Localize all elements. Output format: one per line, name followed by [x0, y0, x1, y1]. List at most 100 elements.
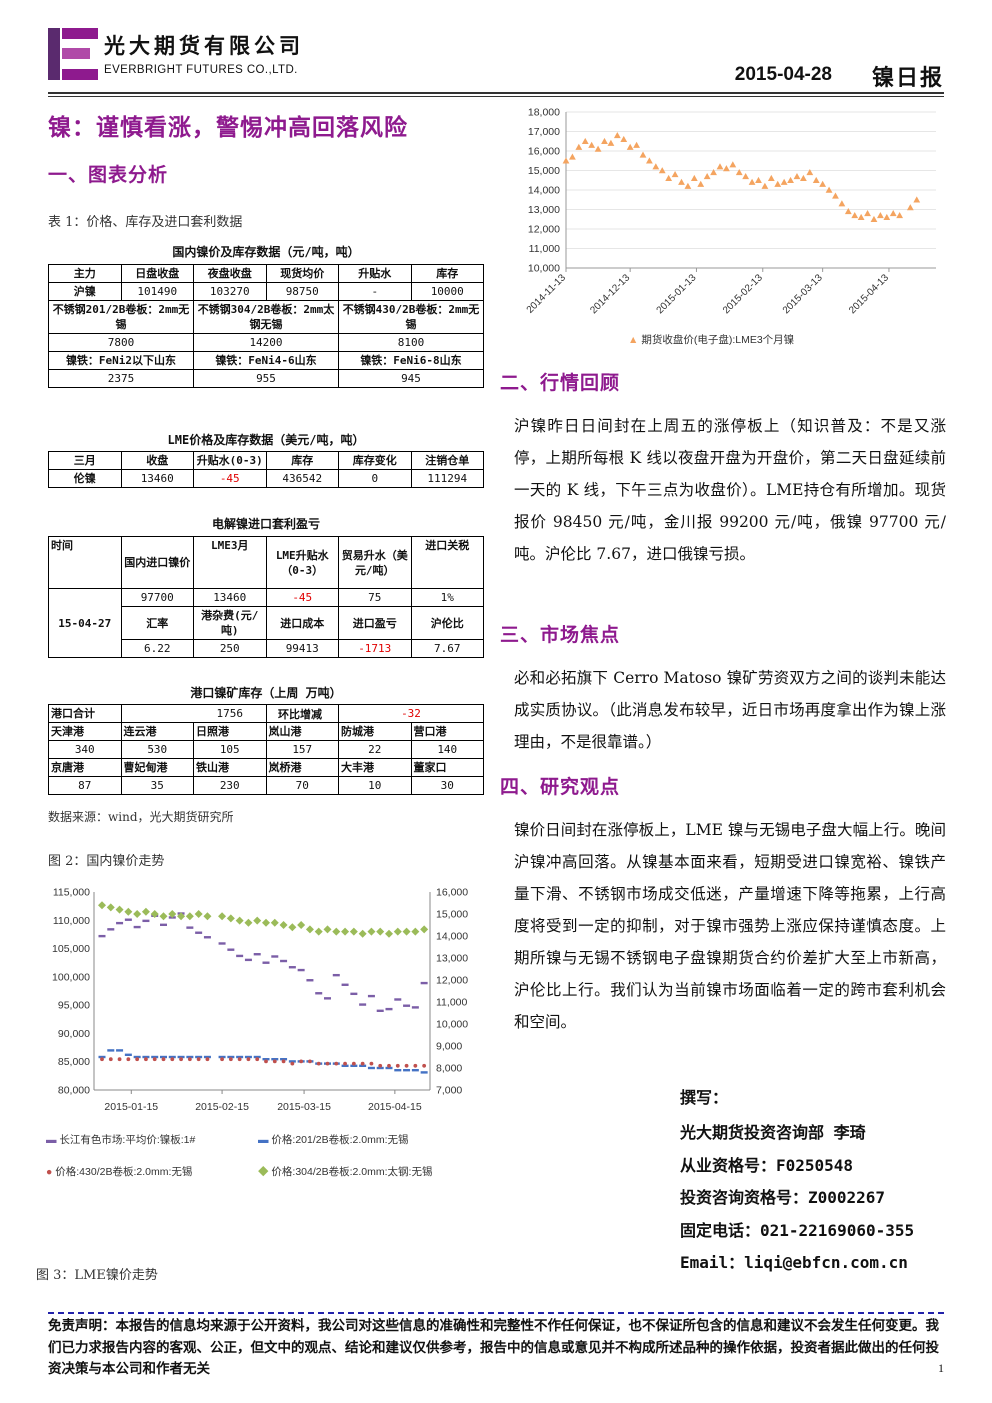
table-header-cell: 贸易升水（美元/吨） [338, 536, 412, 589]
port-inventory-table: 港口合计 1756 环比增减 -32 天津港 连云港 日照港 岚山港 防城港 营… [48, 704, 484, 795]
data-point-dot [228, 1057, 233, 1062]
table-header-cell: 升贴水(0-3) [193, 451, 267, 470]
data-point-triangle [857, 213, 865, 221]
data-point-dash [306, 979, 314, 982]
arb-table-title: 电解镍进口套利盈亏 [211, 517, 320, 531]
data-point-triangle [806, 169, 814, 176]
table-header-row: 天津港 连云港 日照港 岚山港 防城港 营口港 [48, 722, 484, 741]
table-cell: 不锈钢430/2B卷板：2mm无锡 [338, 300, 484, 334]
data-point-dot [220, 1057, 224, 1062]
table-cell: 7800 [48, 333, 194, 352]
port-change-label: 环比增减 [278, 708, 322, 721]
data-point-dash [253, 1055, 261, 1059]
data-point-dot [255, 1057, 260, 1062]
x-tick-label: 2015-01-13 [655, 272, 699, 316]
data-point-dash [288, 966, 296, 969]
data-point-diamond [203, 912, 212, 921]
company-name-en: EVERBRIGHT FUTURES CO.,LTD. [104, 64, 298, 76]
table-cell: 沪镍 [48, 282, 122, 301]
focus-paragraph: 必和必拓旗下 Cerro Matoso 镍矿劳资双方之间的谈判未能达成实质协议。… [514, 669, 946, 751]
data-point-diamond [385, 929, 393, 938]
data-point-dot [308, 1059, 312, 1064]
data-point-dot [170, 1057, 175, 1062]
data-point-dash [107, 928, 115, 931]
table-cell: 沪伦比 [410, 606, 484, 640]
review-paragraph: 沪镍昨日日间封在上周五的涨停板上（知识普及：不是又涨停，上期所每根 K 线以夜盘… [514, 417, 946, 563]
table-cell: 0 [338, 469, 412, 488]
table-header-cell: 营口港 [410, 722, 484, 741]
data-point-triangle [690, 174, 698, 182]
data-point-dash [315, 992, 323, 995]
data-point-triangle [774, 180, 782, 187]
data-point-triangle [646, 157, 653, 164]
table-cell: 镍铁：FeNi4-6山东 [193, 351, 339, 370]
table-cell: 14200 [193, 333, 339, 352]
data-point-triangle [906, 204, 914, 211]
data-point-triangle [607, 139, 615, 146]
table-row: 6.22 250 99413 -1713 7.67 [49, 639, 484, 658]
data-point-dash [195, 931, 203, 934]
author-dept: 光大期货投资咨询部 李琦 [680, 1123, 866, 1142]
data-point-dot [161, 1057, 166, 1062]
data-point-dash [324, 997, 331, 1000]
data-point-triangle [633, 141, 640, 148]
data-point-dot [237, 1057, 242, 1062]
legend-marker-triangle: ▲ [628, 334, 639, 346]
data-point-dot [290, 1061, 295, 1066]
table-cell: 98750 [265, 282, 339, 301]
y-right-tick-label: 9,000 [436, 1041, 462, 1053]
data-point-diamond [332, 927, 341, 936]
author-label: 撰写： [680, 1088, 729, 1107]
table-cell: 10 [338, 776, 412, 795]
table-cell: 进口盈亏 [338, 606, 412, 640]
table-cell: 99413 [265, 639, 339, 658]
data-point-dot [422, 1063, 427, 1068]
section-heading-view: 四、研究观点 [500, 776, 621, 798]
table-header-cell: 升贴水 [338, 264, 412, 283]
legend-label: 价格:304/2B卷板:2.0mm:太钢:无锡 [271, 1166, 433, 1178]
data-point-diamond [279, 921, 288, 929]
table-cell: 2375 [48, 369, 194, 388]
data-point-dash [411, 1006, 419, 1009]
data-point-dash [394, 1069, 402, 1072]
table-cell: 230 [193, 776, 267, 795]
table-cell: 35 [120, 776, 194, 795]
table-cell: -1713 [338, 639, 412, 658]
data-point-dash [394, 998, 402, 1001]
table-row: 15-04-27 97700 13460 -45 75 1% [48, 588, 484, 658]
table-header-cell: 日照港 [193, 722, 267, 741]
legend-label: 价格:430/2B卷板:2.0mm:无锡 [55, 1166, 193, 1178]
data-point-dash [133, 1055, 141, 1059]
table-row: 伦镍 13460 -45 436542 0 111294 [48, 469, 484, 488]
data-point-dash [367, 994, 375, 998]
data-point-dash [227, 948, 235, 951]
data-source-note: 数据来源：wind，光大期货研究所 [48, 810, 234, 824]
data-point-diamond [376, 927, 385, 936]
table-header-cell: 现货均价 [265, 264, 339, 283]
data-point-dot [395, 1063, 400, 1068]
table-cell: 8100 [338, 333, 484, 352]
lme-nickel-chart: 10,000 11,000 12,000 13,000 14,000 15,000 16,0… [525, 107, 936, 316]
table-header-cell: 进口关税 [410, 536, 484, 589]
data-point-dot [187, 1057, 192, 1062]
data-point-dot [281, 1059, 286, 1064]
data-point-dot [205, 1057, 210, 1062]
table-header-cell: 库存变化 [338, 451, 412, 470]
data-point-triangle [562, 157, 570, 164]
section-heading-focus: 三、市场焦点 [500, 624, 621, 646]
table-cell: 不锈钢304/2B卷板：2mm太钢无锡 [193, 300, 339, 334]
data-point-dash [403, 1004, 411, 1007]
data-point-dash [280, 959, 288, 963]
data-point-dash [124, 918, 132, 921]
data-point-dash [124, 1053, 132, 1056]
data-point-diamond [226, 914, 235, 923]
data-point-dash [203, 1055, 211, 1059]
table-cell: 87 [48, 776, 122, 795]
data-point-dot [196, 1057, 201, 1062]
table-header-row: 时间 国内进口镍价 LME3月 LME升贴水（0-3） 贸易升水（美元/吨） 进… [48, 536, 484, 589]
data-point-dot [360, 1061, 365, 1066]
data-point-triangle [684, 182, 692, 189]
table-header-cell: 大丰港 [338, 758, 412, 777]
data-point-triangle [575, 143, 583, 150]
table-header-cell: 天津港 [48, 722, 122, 741]
